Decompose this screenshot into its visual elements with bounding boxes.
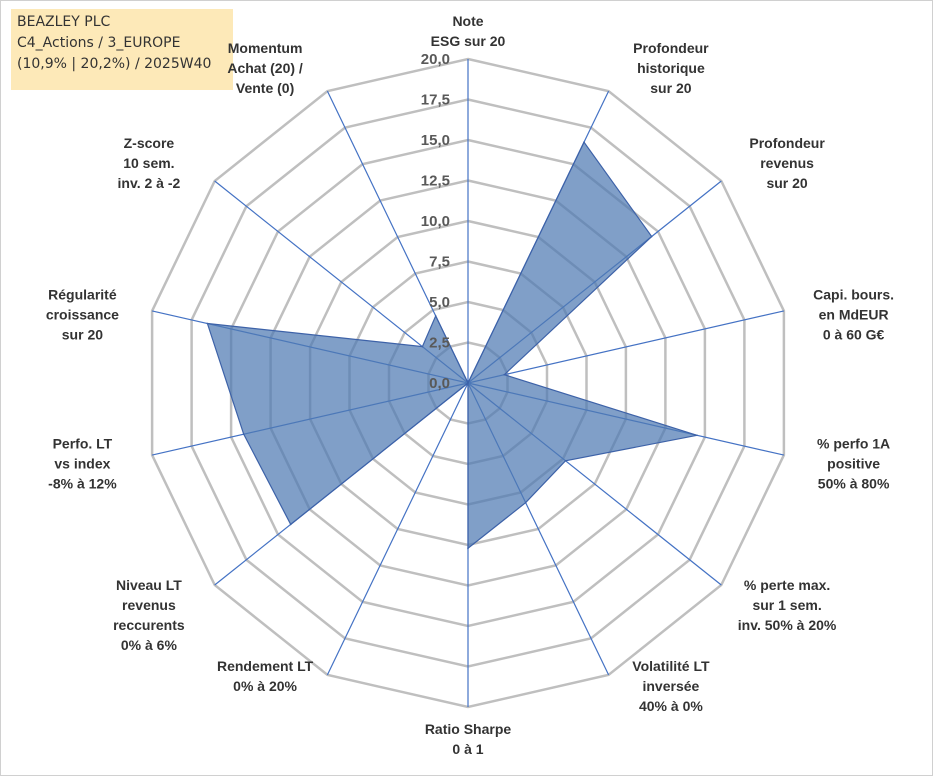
category-label-5-line-0: % perte max. bbox=[744, 577, 830, 593]
category-label-4-line-1: positive bbox=[827, 455, 880, 471]
data-point-1 bbox=[583, 141, 585, 143]
info-stats: (10,9% | 20,2%) / 2025W40 bbox=[17, 56, 212, 72]
category-label-0-line-0: Note bbox=[452, 13, 483, 29]
category-label-5-line-1: sur 1 sem. bbox=[752, 597, 821, 613]
data-point-13 bbox=[434, 315, 437, 317]
category-label-8-line-1: 0% à 20% bbox=[233, 678, 297, 694]
category-label-13-line-0: Momentum bbox=[228, 40, 303, 56]
radar-category-labels: Note ESG sur 20 Profondeur historique sur 20… bbox=[46, 13, 894, 757]
category-label-6-line-2: 40% à 0% bbox=[639, 698, 703, 714]
data-point-10 bbox=[242, 433, 245, 436]
tick-label-8: 20,0 bbox=[421, 51, 450, 68]
category-label-13-line-1: Achat (20) / bbox=[227, 60, 303, 76]
tick-label-2: 5,0 bbox=[429, 294, 450, 311]
info-category: C4_Actions / 3_EUROPE bbox=[17, 35, 181, 51]
category-label-3-line-1: en MdEUR bbox=[819, 307, 889, 323]
category-label-11-line-1: croissance bbox=[46, 307, 119, 323]
category-label-2-line-2: sur 20 bbox=[766, 175, 807, 191]
data-point-9 bbox=[289, 523, 292, 526]
tick-label-5: 12,5 bbox=[421, 173, 450, 190]
category-label-10-line-1: vs index bbox=[54, 455, 110, 471]
category-label-3-line-0: Capi. bours. bbox=[813, 287, 894, 303]
tick-label-6: 15,0 bbox=[421, 132, 450, 149]
category-label-9-line-1: revenus bbox=[122, 597, 176, 613]
category-label-12-line-0: Z-score bbox=[124, 135, 175, 151]
category-label-11-line-0: Régularité bbox=[48, 287, 117, 303]
category-label-13-line-2: Vente (0) bbox=[236, 80, 294, 96]
radar-tick-labels: 0,0 2,5 5,0 7,5 10,0 12,5 15,0 17,5 20,0 bbox=[421, 51, 450, 392]
category-label-1-line-0: Profondeur bbox=[633, 40, 709, 56]
radar-series bbox=[206, 141, 698, 550]
category-label-6-line-0: Volatilité LT bbox=[632, 658, 710, 674]
category-label-5-line-2: inv. 50% à 20% bbox=[738, 617, 837, 633]
tick-label-4: 10,0 bbox=[421, 213, 450, 230]
data-point-7 bbox=[467, 547, 469, 549]
category-label-9-line-2: reccurents bbox=[113, 617, 185, 633]
category-label-3-line-2: 0 à 60 G€ bbox=[823, 327, 885, 343]
data-point-12 bbox=[421, 345, 424, 348]
category-label-0-line-1: ESG sur 20 bbox=[431, 33, 506, 49]
spoke-8 bbox=[326, 382, 469, 676]
category-label-2-line-0: Profondeur bbox=[749, 135, 825, 151]
category-label-1-line-2: sur 20 bbox=[650, 80, 691, 96]
category-label-1-line-1: historique bbox=[637, 60, 705, 76]
data-point-11 bbox=[206, 322, 209, 325]
tick-label-1: 2,5 bbox=[429, 335, 450, 352]
category-label-7-line-1: 0 à 1 bbox=[452, 741, 483, 757]
category-label-12-line-1: 10 sem. bbox=[123, 155, 174, 171]
data-point-4 bbox=[696, 434, 698, 437]
info-title: BEAZLEY PLC bbox=[17, 14, 111, 30]
data-point-5 bbox=[564, 460, 567, 462]
category-label-4-line-2: 50% à 80% bbox=[818, 475, 890, 491]
category-label-9-line-3: 0% à 6% bbox=[121, 637, 178, 653]
category-label-12-line-2: inv. 2 à -2 bbox=[118, 175, 181, 191]
category-label-10-line-0: Perfo. LT bbox=[53, 435, 113, 451]
data-point-2 bbox=[650, 235, 653, 238]
data-point-6 bbox=[524, 501, 527, 504]
category-label-11-line-2: sur 20 bbox=[62, 327, 103, 343]
spoke-3 bbox=[467, 310, 785, 384]
category-label-9-line-0: Niveau LT bbox=[116, 577, 182, 593]
data-point-8 bbox=[467, 382, 469, 384]
category-label-7-line-0: Ratio Sharpe bbox=[425, 721, 512, 737]
data-point-3 bbox=[503, 373, 506, 376]
category-label-4-line-0: % perfo 1A bbox=[817, 435, 890, 451]
category-label-10-line-2: -8% à 12% bbox=[48, 475, 117, 491]
tick-label-0: 0,0 bbox=[429, 375, 450, 392]
category-label-6-line-1: inversée bbox=[642, 678, 699, 694]
category-label-8-line-0: Rendement LT bbox=[217, 658, 314, 674]
tick-label-7: 17,5 bbox=[421, 92, 450, 109]
category-label-2-line-1: revenus bbox=[760, 155, 814, 171]
tick-label-3: 7,5 bbox=[429, 254, 450, 271]
info-box: BEAZLEY PLC C4_Actions / 3_EUROPE (10,9%… bbox=[11, 9, 233, 90]
